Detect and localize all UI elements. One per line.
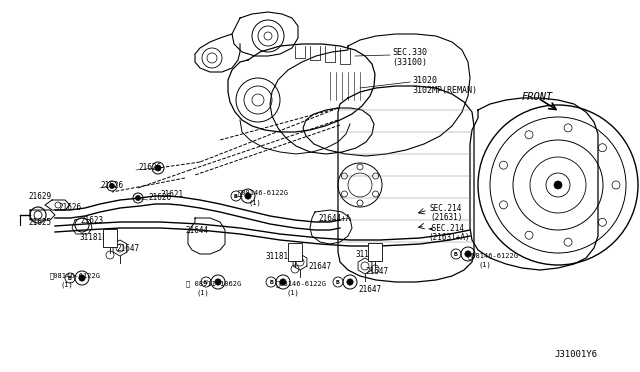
Text: 21644+A: 21644+A	[318, 214, 350, 223]
Text: 21647: 21647	[308, 262, 331, 271]
Text: 31181E: 31181E	[266, 252, 294, 261]
Text: 21626: 21626	[148, 193, 171, 202]
Text: 21626: 21626	[100, 181, 123, 190]
Text: 21621: 21621	[160, 190, 183, 199]
Text: FRONT: FRONT	[522, 92, 553, 102]
Text: 31181E: 31181E	[355, 250, 383, 259]
Text: B: B	[269, 279, 273, 285]
Text: N: N	[204, 279, 208, 285]
Bar	[368, 243, 382, 261]
Text: (1): (1)	[196, 290, 209, 296]
Text: 21647: 21647	[365, 267, 388, 276]
Text: 31020: 31020	[412, 76, 437, 85]
Text: 21626: 21626	[58, 203, 81, 212]
Text: B: B	[234, 193, 238, 199]
Text: ⬭08146-6122G: ⬭08146-6122G	[468, 252, 519, 259]
Circle shape	[347, 279, 353, 285]
Text: B: B	[454, 251, 458, 257]
Circle shape	[554, 181, 562, 189]
Text: (33100): (33100)	[392, 58, 427, 67]
Circle shape	[465, 251, 471, 257]
Text: B: B	[336, 279, 340, 285]
Circle shape	[55, 202, 61, 208]
Text: 21625: 21625	[28, 218, 51, 227]
Bar	[103, 229, 117, 247]
Text: (1): (1)	[248, 199, 260, 205]
Text: Ⓝ 08911-1062G: Ⓝ 08911-1062G	[186, 280, 241, 286]
Text: ⬭08146-6122G: ⬭08146-6122G	[238, 189, 289, 196]
Text: (1): (1)	[60, 282, 73, 289]
Circle shape	[79, 275, 85, 281]
Text: (1): (1)	[286, 290, 299, 296]
Text: B: B	[68, 276, 72, 280]
Text: 21629: 21629	[28, 192, 51, 201]
Text: (1): (1)	[478, 262, 491, 269]
Text: ⬭08146-6122G: ⬭08146-6122G	[276, 280, 327, 286]
Text: 31181E: 31181E	[80, 233, 108, 242]
Circle shape	[155, 165, 161, 171]
Text: SEC.330: SEC.330	[392, 48, 427, 57]
Text: ⬭08146-6122G: ⬭08146-6122G	[50, 272, 101, 279]
Text: J31001Y6: J31001Y6	[554, 350, 597, 359]
Text: 21647: 21647	[116, 244, 139, 253]
Circle shape	[215, 279, 221, 285]
Text: (21631+A): (21631+A)	[428, 233, 470, 242]
Text: ◄SEC.214: ◄SEC.214	[428, 224, 465, 233]
Text: 21647: 21647	[358, 285, 381, 294]
Circle shape	[136, 196, 141, 201]
Circle shape	[280, 279, 286, 285]
Text: 3102MP(REMAN): 3102MP(REMAN)	[412, 86, 477, 95]
Text: 21626: 21626	[138, 163, 161, 172]
Text: SEC.214: SEC.214	[430, 204, 462, 213]
Text: 21623: 21623	[80, 216, 103, 225]
Text: (21631): (21631)	[430, 213, 462, 222]
Text: 21644: 21644	[185, 226, 208, 235]
Circle shape	[245, 193, 251, 199]
Circle shape	[109, 183, 115, 189]
Bar	[288, 243, 302, 261]
